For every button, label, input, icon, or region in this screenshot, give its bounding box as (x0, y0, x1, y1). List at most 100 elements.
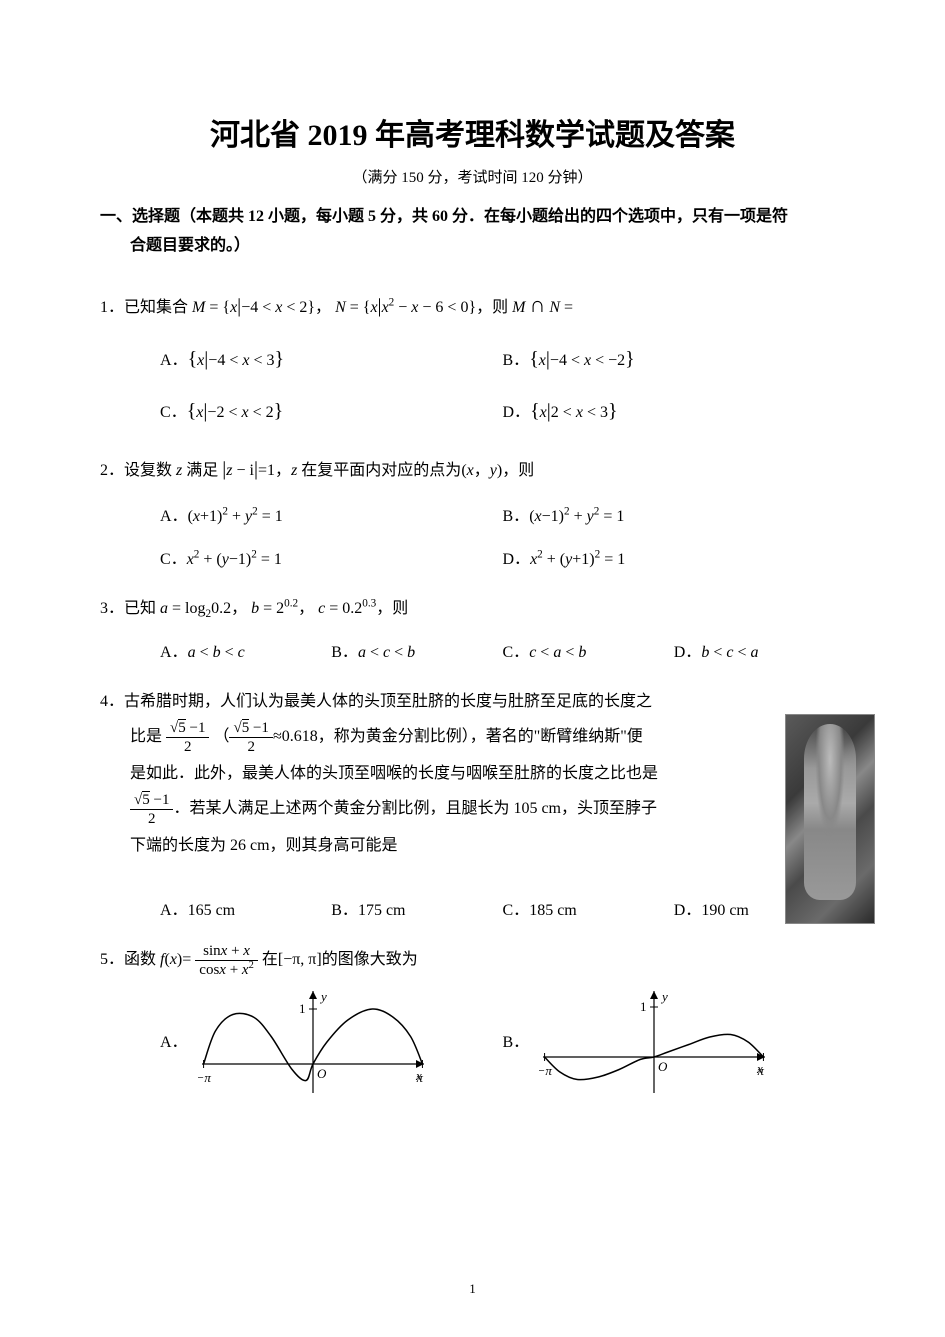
q2-optA-label: A． (160, 508, 188, 525)
q4-l1: 古希腊时期，人们认为最美人体的头顶至肚脐的长度与肚脐至足底的长度之 (124, 693, 652, 710)
q5-graphA: 1−ππOyx (198, 987, 428, 1097)
q2-num: 2． (100, 462, 124, 479)
q2-optB: B．(x−1)2 + y2 = 1 (503, 499, 846, 534)
q4-optB-label: B． (331, 902, 358, 919)
q4-l2b: （ (213, 728, 229, 745)
svg-text:y: y (319, 989, 327, 1004)
q5-optB-label: B． (503, 1025, 530, 1060)
question-4: 4．古希腊时期，人们认为最美人体的头顶至肚脐的长度与肚脐至足底的长度之 比是 √… (100, 684, 845, 929)
q3-num: 3． (100, 600, 124, 617)
q1-optD-label: D． (503, 404, 531, 421)
q4-optC-label: C． (503, 902, 530, 919)
page-title: 河北省 2019 年高考理科数学试题及答案 (100, 110, 845, 154)
q3-post: ，则 (376, 600, 408, 617)
svg-text:y: y (660, 989, 668, 1004)
q2-mid: 满足 (182, 462, 222, 479)
q3-optB: B．a < c < b (331, 635, 502, 670)
q5-graphA-cell: A． 1−ππOyx (160, 987, 503, 1097)
q1-pre: 已知集合 (124, 299, 192, 316)
q5-graphs-row: A． 1−ππOyx B． 1−ππOyx (100, 987, 845, 1097)
q4-line1: 4．古希腊时期，人们认为最美人体的头顶至肚脐的长度与肚脐至足底的长度之 (100, 684, 725, 719)
q1-optA: A．{x|−4 < x < 3} (160, 337, 503, 381)
q4-num: 4． (100, 693, 124, 710)
q2-optC-label: C． (160, 551, 187, 568)
venus-statue-image (785, 714, 875, 924)
page-subtitle: （满分 150 分，考试时间 120 分钟） (100, 166, 845, 187)
q3-pre: 已知 (124, 600, 160, 617)
section-1-line2: 合题目要求的。） (100, 237, 250, 254)
q4-optA: A．165 cm (160, 893, 331, 928)
q4-line3: 是如此．此外，最美人体的头顶至咽喉的长度与咽喉至肚脐的长度之比也是 (100, 756, 725, 791)
q3-optD-label: D． (674, 644, 702, 661)
q3-optC: C．c < a < b (503, 635, 674, 670)
q2-optB-label: B． (503, 508, 530, 525)
svg-text:O: O (317, 1066, 327, 1081)
q2-optC: C．x2 + (y−1)2 = 1 (160, 542, 503, 577)
svg-text:x: x (415, 1068, 422, 1083)
q5-pre: 函数 (124, 952, 160, 969)
q3-optB-label: B． (331, 644, 358, 661)
question-5: 5．函数 f(x)= sinx + xcosx + x2 在[−π, π]的图像… (100, 942, 845, 1097)
q4-line5: 下端的长度为 26 cm，则其身高可能是 (100, 828, 725, 863)
q1-optD: D．{x|2 < x < 3} (503, 389, 846, 433)
q1-optB: B．{x|−4 < x < −2} (503, 337, 846, 381)
q5-post: 的图像大致为 (322, 952, 418, 969)
q5-num: 5． (100, 952, 124, 969)
question-3: 3．已知 a = log20.2， b = 20.2， c = 0.20.3，则… (100, 591, 845, 669)
svg-text:x: x (756, 1061, 763, 1076)
q5-graphB: 1−ππOyx (539, 987, 769, 1097)
q1-post: ，则 (476, 299, 512, 316)
q2-optD-label: D． (503, 551, 531, 568)
q4-optD-label: D． (674, 902, 702, 919)
q2-optD: D．x2 + (y+1)2 = 1 (503, 542, 846, 577)
q4-line4: √5 −12．若某人满足上述两个黄金分割比例，且腿长为 105 cm，头顶至脖子 (100, 791, 725, 828)
q3-optC-label: C． (503, 644, 530, 661)
q4-optC-text: 185 cm (529, 902, 577, 919)
q4-optA-text: 165 cm (188, 902, 236, 919)
q5-mid: 在 (258, 952, 278, 969)
q5-graphB-cell: B． 1−ππOyx (503, 987, 846, 1097)
q1-num: 1． (100, 299, 124, 316)
q5-optA-label: A． (160, 1025, 188, 1060)
q4-line2: 比是 √5 −12 （√5 −12≈0.618，称为黄金分割比例），著名的"断臂… (100, 719, 725, 756)
q4-optB: B．175 cm (331, 893, 502, 928)
q4-options-row: A．165 cm B．175 cm C．185 cm D．190 cm (100, 893, 845, 928)
q3-stem: 3．已知 a = log20.2， b = 20.2， c = 0.20.3，则 (100, 591, 845, 626)
svg-text:−π: −π (198, 1070, 211, 1085)
q4-l2a: 比是 (130, 728, 166, 745)
q1-stem: 1．已知集合 M = {x|−4 < x < 2}， N = {x|x2 − x… (100, 281, 845, 329)
q4-optC: C．185 cm (503, 893, 674, 928)
q1-options-row2: C．{x|−2 < x < 2} D．{x|2 < x < 3} (100, 389, 845, 433)
q2-tail: 在复平面内对应的点为 (297, 462, 461, 479)
q1-options-row1: A．{x|−4 < x < 3} B．{x|−4 < x < −2} (100, 337, 845, 381)
q5-stem: 5．函数 f(x)= sinx + xcosx + x2 在[−π, π]的图像… (100, 942, 845, 979)
q1-optB-label: B． (503, 352, 530, 369)
q4-optB-text: 175 cm (358, 902, 406, 919)
q2-stem: 2．设复数 z 满足 |z − i|=1，z 在复平面内对应的点为(x，y)，则 (100, 447, 845, 491)
section-1-header: 一、选择题（本题共 12 小题，每小题 5 分，共 60 分．在每小题给出的四个… (100, 203, 845, 261)
q4-optA-label: A． (160, 902, 188, 919)
q4-l4a: ．若某人满足上述两个黄金分割比例，且腿长为 105 cm，头顶至脖子 (173, 800, 657, 817)
svg-text:O: O (658, 1059, 668, 1074)
q1-optC-label: C． (160, 404, 187, 421)
section-1-line1: 一、选择题（本题共 12 小题，每小题 5 分，共 60 分．在每小题给出的四个… (100, 208, 788, 225)
q2-post: ， (275, 462, 291, 479)
q4-l2c: ≈0.618，称为黄金分割比例），著名的"断臂维纳斯"便 (273, 728, 643, 745)
q1-optA-label: A． (160, 352, 188, 369)
q3-optA-label: A． (160, 644, 188, 661)
q4-optD-text: 190 cm (701, 902, 749, 919)
svg-text:−π: −π (539, 1063, 552, 1078)
q2-options-row1: A．(x+1)2 + y2 = 1 B．(x−1)2 + y2 = 1 (100, 499, 845, 534)
svg-text:1: 1 (299, 1001, 306, 1016)
q3-optD: D．b < c < a (674, 635, 845, 670)
svg-text:1: 1 (640, 999, 647, 1014)
q2-options-row2: C．x2 + (y−1)2 = 1 D．x2 + (y+1)2 = 1 (100, 542, 845, 577)
page-number: 1 (0, 1281, 945, 1297)
question-2: 2．设复数 z 满足 |z − i|=1，z 在复平面内对应的点为(x，y)，则… (100, 447, 845, 577)
q2-pre: 设复数 (124, 462, 176, 479)
q1-optC: C．{x|−2 < x < 2} (160, 389, 503, 433)
q2-optA: A．(x+1)2 + y2 = 1 (160, 499, 503, 534)
q3-options-row: A．a < b < c B．a < c < b C．c < a < b D．b … (100, 635, 845, 670)
q3-optA: A．a < b < c (160, 635, 331, 670)
q2-end: ，则 (502, 462, 534, 479)
